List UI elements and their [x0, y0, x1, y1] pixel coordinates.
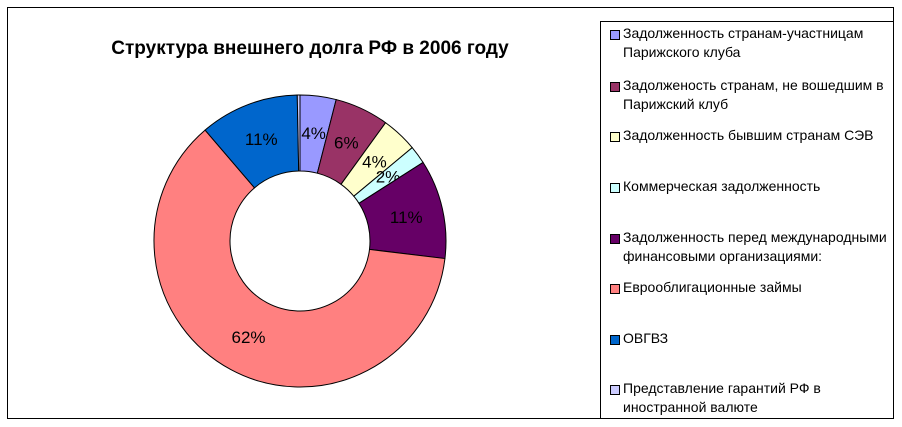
pie-slice-7	[296, 94, 301, 172]
pie-slice-5	[153, 129, 446, 388]
chart-title: Структура внешнего долга РФ в 2006 году	[111, 38, 509, 59]
legend-swatch-2	[610, 132, 620, 142]
legend-swatch-1	[610, 82, 620, 92]
data-label-5: 62%	[232, 328, 266, 347]
legend-label-3: Коммерческая задолженность	[623, 178, 821, 194]
legend-label-5: Еврооблигационные займы	[623, 279, 802, 295]
legend-label-7: Представление гарантий РФ в иностранной …	[623, 380, 821, 415]
legend-swatch-4	[610, 234, 620, 244]
legend-swatch-6	[610, 335, 620, 345]
legend-swatch-5	[610, 284, 620, 294]
legend-label-1: Задолженость странам, не вошедшим в Пари…	[623, 77, 884, 112]
legend-label-4: Задолженность перед международными финан…	[623, 229, 887, 264]
legend-swatch-3	[610, 183, 620, 193]
legend-label-2: Задолженность бывшим странам СЭВ	[623, 127, 874, 143]
data-label-2: 4%	[362, 152, 387, 171]
data-label-0: 4%	[301, 124, 326, 143]
data-label-4: 11%	[390, 208, 423, 227]
legend-swatch-0	[610, 30, 620, 40]
doughnut-chart: 4% 6%4%2%11%62%11%	[153, 94, 447, 388]
data-label-6: 11%	[245, 130, 278, 149]
data-label-1: 6%	[334, 133, 359, 152]
legend-label-0: Задолженность странам-участницам Парижск…	[623, 25, 864, 60]
legend-swatch-7	[610, 385, 620, 395]
legend-label-6: ОВГВЗ	[623, 330, 669, 346]
chart-legend: Задолженность странам-участницам Парижск…	[600, 21, 894, 419]
